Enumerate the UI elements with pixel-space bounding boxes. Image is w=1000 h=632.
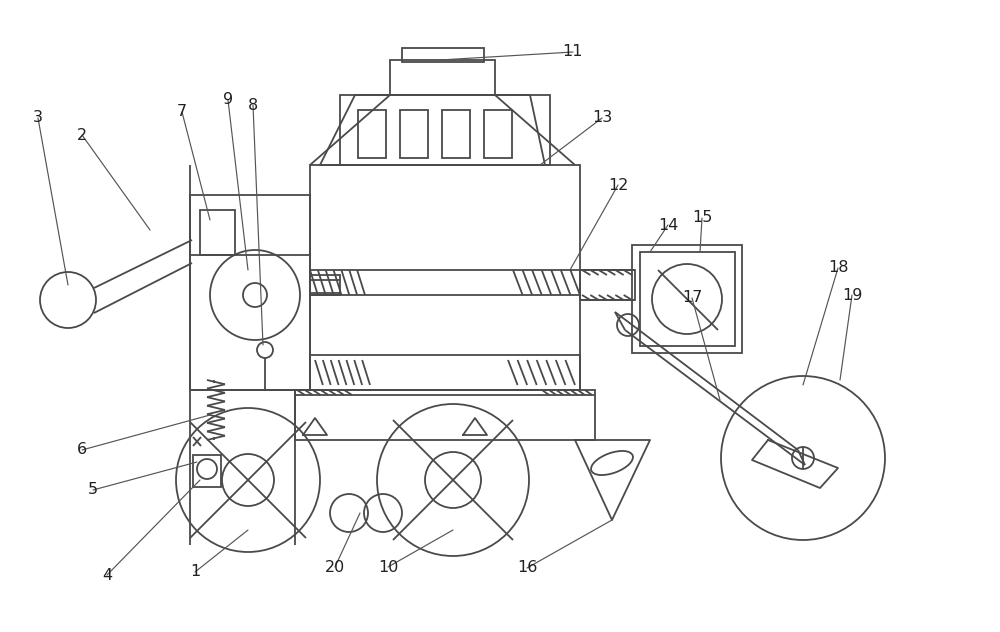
Bar xyxy=(400,110,428,158)
Bar xyxy=(390,60,495,95)
Text: 19: 19 xyxy=(842,288,862,303)
Text: 18: 18 xyxy=(828,260,848,276)
Bar xyxy=(193,455,221,487)
Bar xyxy=(442,110,470,158)
Text: 20: 20 xyxy=(325,559,345,574)
Text: 10: 10 xyxy=(378,559,398,574)
Text: 13: 13 xyxy=(592,111,612,126)
Text: 9: 9 xyxy=(223,92,233,107)
Bar xyxy=(580,270,635,300)
Text: 6: 6 xyxy=(77,442,87,458)
Text: 8: 8 xyxy=(248,97,258,112)
Text: 5: 5 xyxy=(88,482,98,497)
Text: 7: 7 xyxy=(177,104,187,119)
Bar xyxy=(640,252,735,346)
Bar xyxy=(310,355,580,390)
Bar xyxy=(200,210,235,255)
Text: 3: 3 xyxy=(33,111,43,126)
Bar xyxy=(295,390,595,440)
Text: 15: 15 xyxy=(692,210,712,226)
Text: 16: 16 xyxy=(517,561,537,576)
Bar xyxy=(310,165,580,390)
Bar xyxy=(484,110,512,158)
Text: 17: 17 xyxy=(682,291,702,305)
Text: 4: 4 xyxy=(102,568,112,583)
Text: 11: 11 xyxy=(563,44,583,59)
Text: 2: 2 xyxy=(77,128,87,142)
Text: 12: 12 xyxy=(608,178,628,193)
Bar xyxy=(632,245,742,353)
Bar xyxy=(402,48,484,62)
Text: 14: 14 xyxy=(658,217,678,233)
Bar xyxy=(340,95,550,165)
Text: 1: 1 xyxy=(190,564,200,580)
Bar xyxy=(310,275,340,295)
Bar xyxy=(190,195,310,390)
Bar xyxy=(358,110,386,158)
